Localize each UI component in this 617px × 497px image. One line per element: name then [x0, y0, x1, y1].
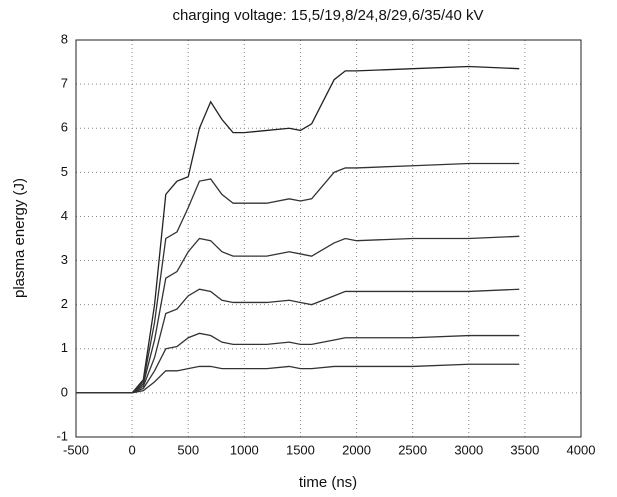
y-tick-label: 0	[61, 384, 68, 399]
series-line	[76, 288, 520, 394]
series-line	[76, 235, 520, 394]
y-tick-label: -1	[56, 428, 68, 443]
y-tick-label: 4	[61, 208, 68, 223]
chart-title: charging voltage: 15,5/19,8/24,8/29,6/35…	[172, 7, 483, 24]
series-line	[76, 363, 520, 394]
x-tick-label: -500	[63, 442, 89, 457]
x-tick-label: 1500	[286, 442, 315, 457]
y-tick-label: 7	[61, 76, 68, 91]
x-tick-label: 2000	[342, 442, 371, 457]
x-tick-label: 1000	[230, 442, 259, 457]
plot-frame	[75, 39, 582, 438]
x-axis-label: time (ns)	[299, 474, 357, 491]
x-tick-label: 4000	[567, 442, 596, 457]
plot-area	[76, 40, 581, 437]
y-axis-label: plasma energy (J)	[11, 178, 28, 298]
y-tick-label: 8	[61, 31, 68, 46]
x-tick-label: 3500	[510, 442, 539, 457]
y-tick-label: 2	[61, 296, 68, 311]
x-tick-label: 500	[177, 442, 199, 457]
series-line	[76, 162, 520, 394]
y-tick-label: 3	[61, 252, 68, 267]
x-tick-label: 0	[128, 442, 135, 457]
y-tick-label: 5	[61, 164, 68, 179]
y-tick-label: 6	[61, 120, 68, 135]
series-line	[76, 65, 520, 394]
x-tick-label: 3000	[454, 442, 483, 457]
x-tick-label: 2500	[398, 442, 427, 457]
y-tick-label: 1	[61, 340, 68, 355]
series-line	[76, 332, 520, 394]
